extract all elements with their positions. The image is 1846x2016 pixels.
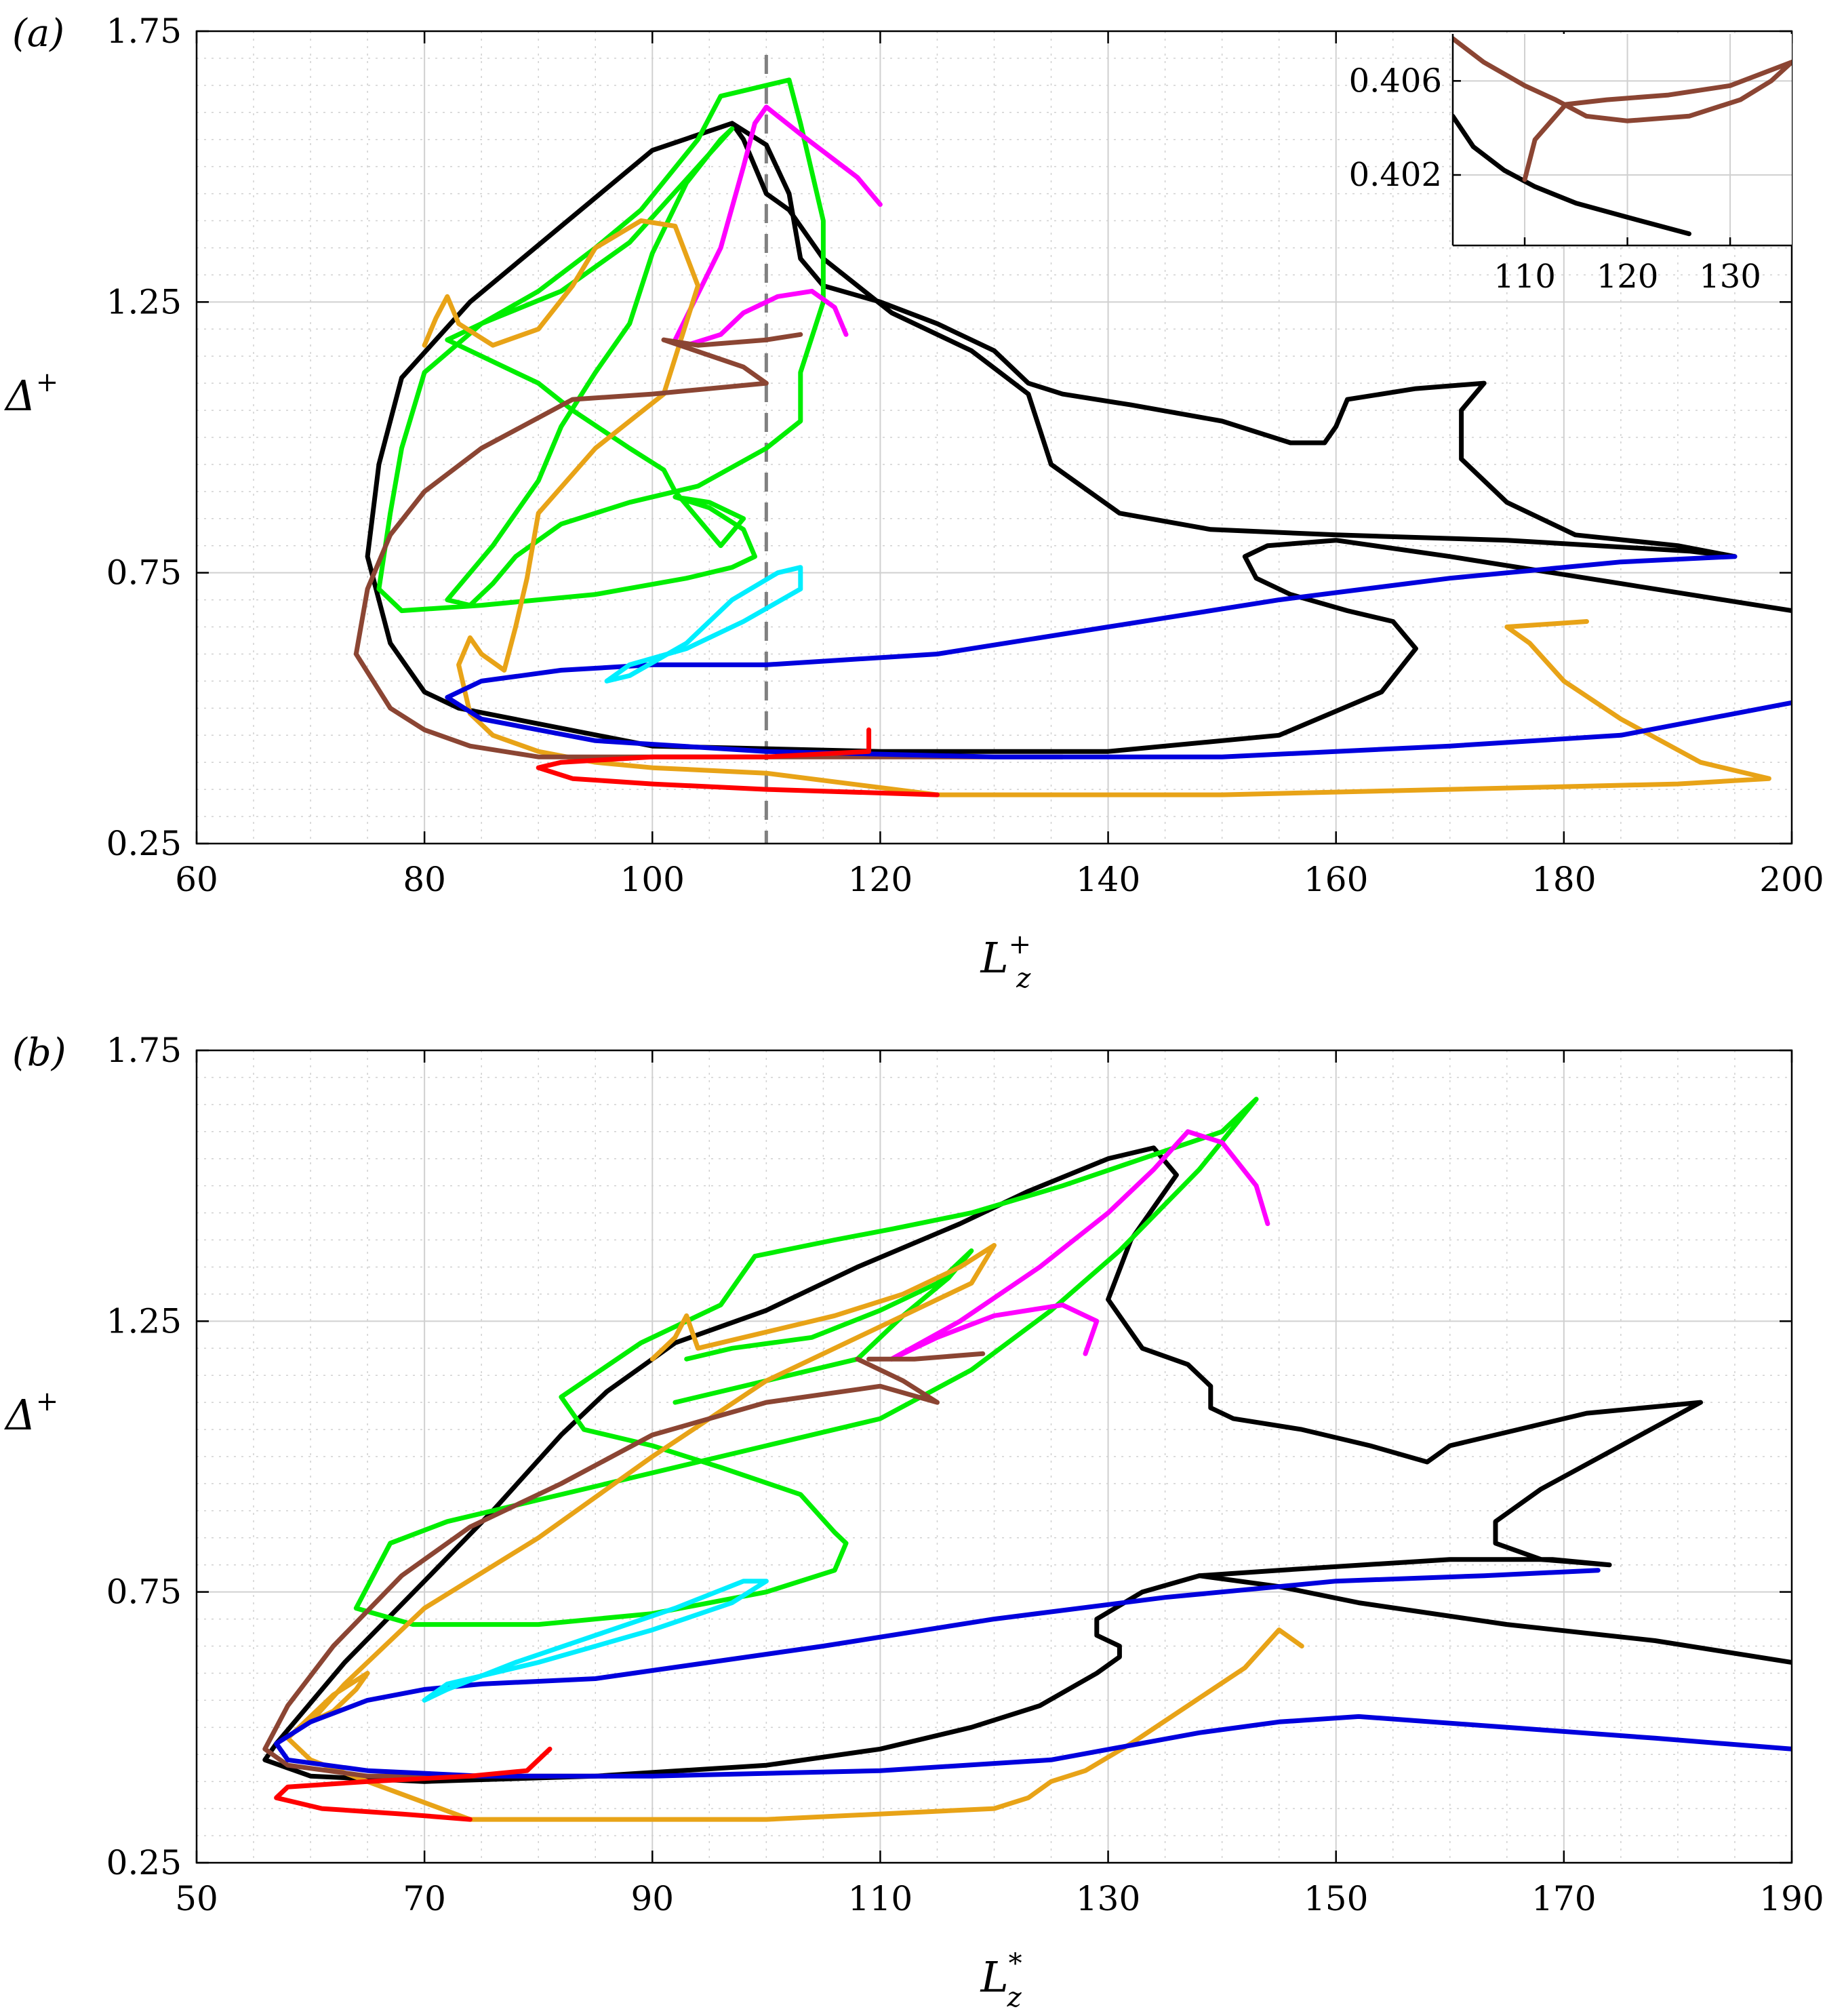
y-tick-label: 0.25	[106, 1843, 182, 1882]
series-red-line	[274, 1746, 553, 1822]
x-axis-label: L* z	[980, 1948, 1022, 2013]
x-tick-label: 170	[1531, 1879, 1596, 1918]
panel-label: (b)	[12, 1031, 66, 1075]
x-tick-label: 200	[1759, 860, 1824, 899]
x-axis-label: L+ z	[980, 929, 1032, 994]
x-tick-label: 60	[175, 860, 218, 899]
inset-series-black-line	[1453, 113, 1691, 237]
y-tick-label: 1.75	[106, 12, 182, 51]
series-red-line	[536, 727, 940, 797]
series-black-line	[365, 121, 1792, 754]
y-axis-label: Δ+	[4, 1386, 58, 1440]
x-tick-label: 150	[1304, 1879, 1368, 1918]
series-brown-line	[353, 337, 1065, 759]
inset-background	[1453, 34, 1792, 245]
series-magenta-line	[889, 1129, 1270, 1362]
x-tick-label: 140	[1076, 860, 1140, 899]
x-tick-label: 80	[403, 860, 446, 899]
panel-a: 60 80 100 120 140 160 180 200 0.25 0.75 1.25 1.75 (a…	[4, 12, 1824, 994]
y-tick-label: 1.75	[106, 1031, 182, 1070]
inset-series-brown-line	[1453, 36, 1792, 182]
series-magenta-line	[673, 104, 883, 342]
y-tick-label: 0.25	[106, 824, 182, 863]
x-tick-label: 190	[1759, 1879, 1824, 1918]
y-tick-label: 1.25	[106, 282, 182, 321]
y-tick-label: 0.75	[106, 553, 182, 593]
inset-series-group	[1453, 36, 1792, 237]
inset-x-tick-label: 110	[1493, 258, 1556, 296]
series-black-line	[1197, 1573, 1792, 1665]
series-orange-line	[422, 218, 1771, 797]
y-tick-label: 0.75	[106, 1573, 182, 1612]
series-group	[262, 1096, 1792, 1822]
x-axis-label-main: L	[980, 1952, 1009, 2002]
plot-frame	[195, 1049, 1793, 1864]
inset-plot: 110 120 130 0.402 0.406	[1349, 34, 1792, 296]
series-brown-line	[262, 1356, 940, 1779]
inset-y-tick-label: 0.402	[1349, 156, 1442, 194]
series-green-line	[353, 1096, 1259, 1627]
y-axis-label-main: Δ	[4, 1390, 36, 1440]
series-brown-line	[866, 1351, 986, 1362]
x-tick-label: 50	[175, 1879, 218, 1918]
panel-b: 50 70 90 110 130 150 170 190 0.25 0.75 1.25 1.75 (b)…	[4, 1031, 1824, 2013]
x-axis-label-sup: *	[1009, 1948, 1022, 1979]
series-brown-line	[661, 332, 803, 348]
x-tick-label: 110	[848, 1879, 912, 1918]
series-green-line	[376, 77, 826, 614]
plot-frame	[195, 30, 1793, 845]
x-tick-label: 90	[630, 1879, 674, 1918]
y-axis-label-sup: +	[36, 367, 59, 398]
x-axis-label-sub: z	[1007, 1982, 1022, 2013]
inset-x-tick-label: 130	[1699, 258, 1761, 296]
series-group	[353, 77, 1792, 797]
panel-label: (a)	[12, 12, 64, 56]
y-axis-label: Δ+	[4, 367, 58, 420]
x-axis-label-sup: +	[1009, 929, 1032, 960]
series-cyan-line	[604, 565, 803, 684]
y-axis-label-main: Δ	[4, 371, 36, 420]
series-magenta-line	[684, 288, 849, 348]
series-orange-line	[285, 1243, 1304, 1822]
y-tick-label: 1.25	[106, 1301, 182, 1341]
series-blue-line	[445, 554, 1792, 759]
x-axis-label-sub: z	[1016, 963, 1031, 994]
x-tick-label: 100	[620, 860, 685, 899]
series-black-line	[262, 1145, 1703, 1784]
series-green-line	[673, 1248, 974, 1405]
inset-y-tick-label: 0.406	[1349, 62, 1442, 100]
y-axis-label-sup: +	[36, 1386, 59, 1417]
x-axis-label-main: L	[980, 933, 1009, 983]
series-cyan-line	[422, 1579, 769, 1703]
x-tick-label: 120	[848, 860, 912, 899]
series-blue-line	[274, 1568, 1792, 1779]
x-tick-label: 180	[1531, 860, 1596, 899]
inset-x-tick-label: 120	[1597, 258, 1659, 296]
x-tick-label: 130	[1076, 1879, 1140, 1918]
x-tick-label: 70	[403, 1879, 446, 1918]
x-tick-label: 160	[1304, 860, 1368, 899]
series-magenta-line	[889, 1302, 1100, 1362]
